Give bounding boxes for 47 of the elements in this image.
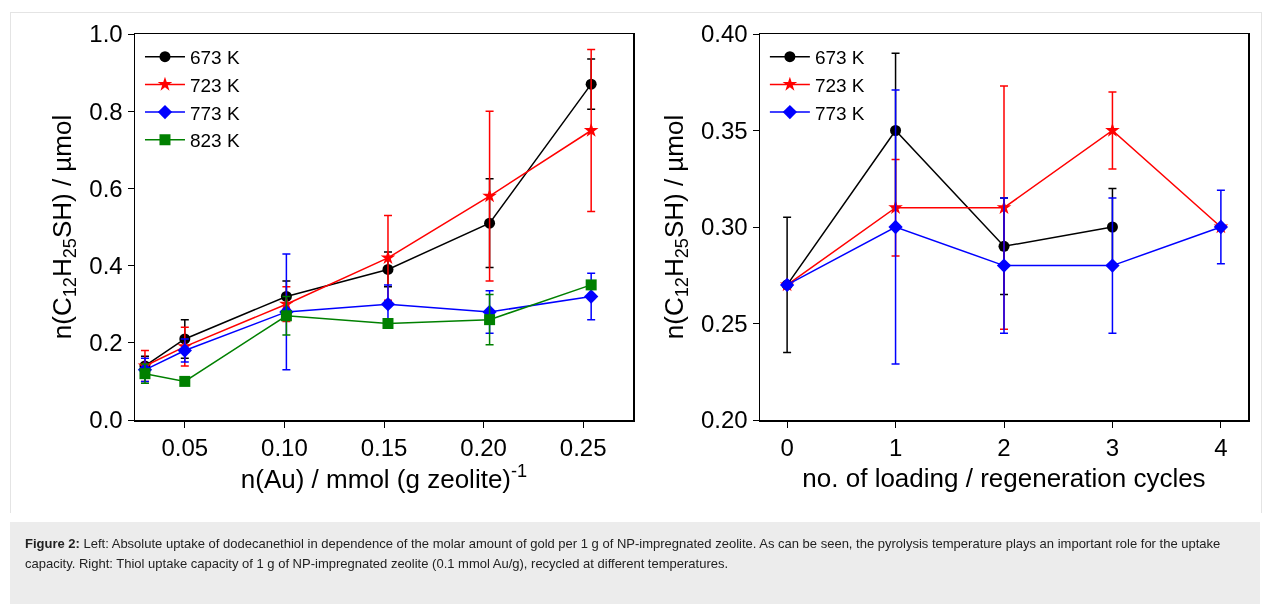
y-tick-label: 0.4 [89, 252, 123, 279]
y-tick-label: 0.6 [89, 174, 123, 202]
legend-label: 673 K [189, 47, 240, 69]
x-tick-label: 0.20 [460, 434, 507, 462]
y-tick-label: 0.25 [700, 309, 748, 337]
x-axis-title: n(Au) / mmol (g zeolite)$^{-1}$ [240, 461, 528, 495]
x-tick-label: 2 [997, 434, 1011, 462]
point [280, 310, 292, 322]
x-tick-label: 4 [1214, 434, 1228, 462]
x-axis-title: no. of loading / regeneration cycles [802, 462, 1206, 493]
point [380, 250, 396, 265]
point [996, 258, 1012, 273]
legend-label: 773 K [189, 102, 240, 124]
point [380, 297, 396, 312]
y-tick-label: 0.40 [700, 20, 748, 48]
x-tick-label: 3 [1105, 434, 1120, 462]
point [888, 219, 903, 235]
point [1105, 258, 1120, 273]
legend-label: 723 K [814, 74, 865, 96]
x-tick-label: 0 [780, 434, 794, 462]
y-tick-label: 0.2 [89, 329, 123, 357]
x-tick-label: 0.05 [161, 434, 209, 462]
point [584, 289, 599, 304]
x-tick-label: 0.10 [261, 434, 308, 462]
legend-label: 823 K [189, 130, 240, 152]
point [177, 343, 192, 358]
y-tick-label: 0.30 [700, 213, 748, 241]
y-tick-label: 0.8 [89, 97, 123, 125]
x-tick-label: 0.25 [559, 434, 607, 462]
point [382, 318, 394, 329]
y-tick-label: 1.0 [89, 20, 123, 48]
x-tick-label: 1 [888, 434, 903, 462]
legend-label: 723 K [189, 74, 240, 96]
y-tick-label: 0.20 [700, 406, 748, 434]
point [484, 314, 496, 326]
point [583, 122, 599, 137]
x-tick-label: 0.15 [360, 434, 408, 462]
legend-label: 773 K [814, 102, 865, 124]
legend-label: 673 K [814, 47, 865, 69]
point [482, 188, 497, 203]
y-tick-label: 0.0 [89, 406, 123, 434]
y-tick-label: 0.35 [700, 116, 748, 144]
point [139, 368, 151, 380]
point [179, 375, 191, 387]
point [585, 279, 597, 291]
point [1105, 122, 1120, 137]
caption: Figure 2: Left: Absolute uptake of dodecanethiol in dependence of the molar amount of gold per 1 g of NP-impregnated zeolite. As can be seen, the pyrolysis temperature plays an important role for the uptake capacity. Right: Thiol uptake capacity of 1 g of NP-impregnated zeolite (0.1 mmol Au/g), recycled at different temperatures. [25, 536, 1221, 571]
